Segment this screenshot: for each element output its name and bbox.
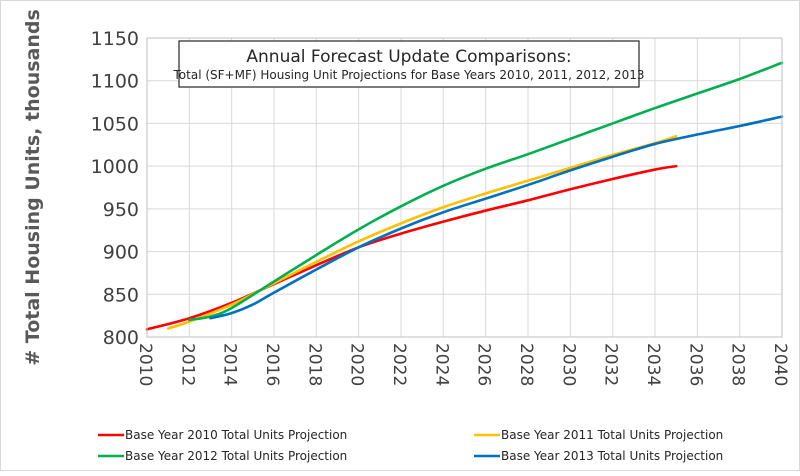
y-tick-label: 1100 [91, 71, 139, 93]
grid [146, 37, 783, 338]
series-line-4 [209, 115, 784, 320]
y-tick-label: 900 [103, 242, 139, 264]
series-lines [145, 61, 784, 331]
x-tick-label: 2040 [770, 343, 790, 386]
title-box: Annual Forecast Update Comparisons: Tota… [173, 40, 645, 88]
x-tick-label: 2020 [347, 343, 367, 386]
x-tick-label: 2012 [177, 343, 197, 386]
x-tick-label: 2028 [516, 343, 536, 386]
x-tick-label: 2026 [474, 343, 494, 386]
legend-label: Base Year 2013 Total Units Projection [501, 449, 723, 463]
x-tick-label: 2032 [601, 343, 621, 386]
x-tick-label: 2016 [262, 343, 282, 386]
legend-label: Base Year 2010 Total Units Projection [125, 428, 347, 442]
plot-border [146, 37, 783, 338]
y-axis-label: # Total Housing Units, thousands [22, 9, 44, 366]
title-box-border [178, 40, 640, 88]
y-axis-ticks: 800 850 900 950 1000 1050 1100 1150 [91, 28, 139, 349]
x-tick-label: 2030 [558, 343, 578, 386]
y-tick-label: 950 [103, 199, 139, 221]
series-line-1 [145, 164, 678, 331]
legend-label: Base Year 2012 Total Units Projection [125, 449, 347, 463]
y-tick-label: 800 [103, 327, 139, 349]
x-tick-label: 2036 [685, 343, 705, 386]
x-tick-label: 2018 [304, 343, 324, 386]
legend: Base Year 2010 Total Units Projection Bas… [98, 428, 723, 463]
series-line-2 [166, 134, 678, 330]
y-tick-label: 1150 [91, 28, 139, 50]
series-line-3 [188, 61, 784, 322]
legend-label: Base Year 2011 Total Units Projection [501, 428, 723, 442]
x-tick-label: 2038 [728, 343, 748, 386]
x-tick-label: 2034 [643, 343, 663, 386]
x-tick-label: 2022 [389, 343, 409, 386]
chart-subtitle: Total (SF+MF) Housing Unit Projections f… [173, 68, 645, 82]
chart-title: Annual Forecast Update Comparisons: [246, 47, 571, 67]
y-tick-label: 1050 [91, 113, 139, 135]
x-tick-label: 2024 [431, 343, 451, 386]
y-tick-label: 1000 [91, 156, 139, 178]
x-tick-label: 2014 [220, 343, 240, 386]
x-tick-label: 2010 [135, 343, 155, 386]
y-tick-label: 850 [103, 284, 139, 306]
x-axis-ticks: 2010 2012 2014 2016 2018 2020 2022 2024 2026 2028… [135, 343, 790, 386]
